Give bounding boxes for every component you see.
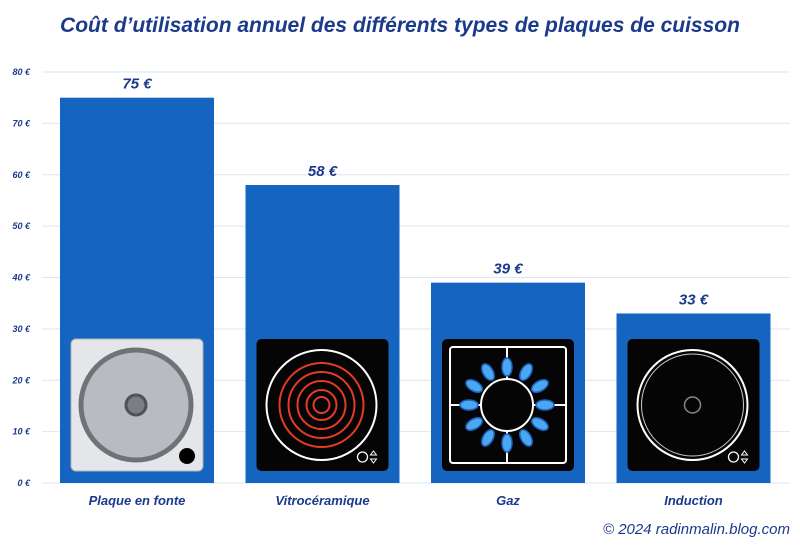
y-tick-label: 60 € — [12, 170, 31, 180]
value-label: 75 € — [122, 76, 152, 93]
cast-iron-hob-icon — [70, 338, 204, 472]
hob-icons — [70, 338, 760, 472]
category-label: Plaque en fonte — [89, 493, 186, 508]
category-label: Induction — [664, 493, 723, 508]
y-tick-label: 0 € — [17, 478, 31, 488]
copyright-footer: © 2024 radinmalin.blog.com — [603, 521, 790, 538]
induction-hob-icon — [627, 339, 760, 471]
y-axis-ticks: 0 € 10 € 20 € 30 € 40 € 50 € 60 € 70 € 80 € — [11, 67, 31, 488]
value-label: 33 € — [679, 291, 709, 308]
chart-title: Coût d’utilisation annuel des différents… — [60, 14, 740, 37]
ceramic-hob-icon — [256, 339, 389, 471]
category-label: Vitrocéramique — [275, 493, 369, 508]
y-tick-label: 70 € — [12, 118, 31, 128]
y-tick-label: 30 € — [12, 324, 31, 334]
category-labels: Plaque en fonte Vitrocéramique Gaz Inductio… — [89, 493, 723, 508]
value-label: 39 € — [493, 261, 523, 278]
y-tick-label: 40 € — [11, 273, 31, 283]
value-labels: 75 € 58 € 39 € 33 € — [122, 76, 708, 309]
y-tick-label: 50 € — [12, 221, 31, 231]
y-tick-label: 10 € — [12, 427, 31, 437]
category-label: Gaz — [496, 493, 520, 508]
value-label: 58 € — [308, 163, 338, 180]
y-tick-label: 80 € — [12, 67, 31, 77]
y-tick-label: 20 € — [11, 375, 31, 385]
gas-hob-icon — [442, 339, 574, 471]
